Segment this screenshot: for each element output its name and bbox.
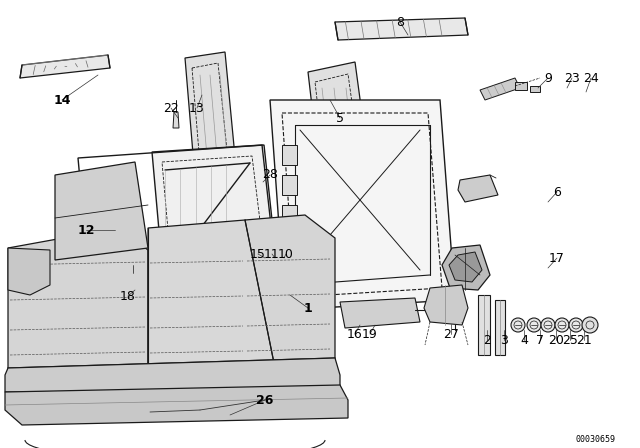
Polygon shape (185, 52, 242, 238)
Bar (478, 295, 490, 355)
Circle shape (253, 260, 263, 270)
Text: 20: 20 (548, 333, 564, 346)
Polygon shape (5, 385, 348, 425)
Text: 10: 10 (278, 247, 294, 260)
Circle shape (353, 305, 363, 315)
Circle shape (511, 318, 525, 332)
Text: 27: 27 (443, 327, 459, 340)
Polygon shape (458, 175, 498, 202)
Text: 15: 15 (250, 247, 266, 260)
Circle shape (582, 317, 598, 333)
Polygon shape (442, 245, 490, 290)
Text: 8: 8 (396, 16, 404, 29)
Text: 25: 25 (562, 333, 578, 346)
Polygon shape (8, 228, 148, 385)
Text: 19: 19 (362, 327, 378, 340)
Polygon shape (270, 100, 455, 310)
Text: 2: 2 (483, 333, 491, 346)
Text: 00030659: 00030659 (576, 435, 616, 444)
Bar (515, 82, 527, 90)
Bar (282, 175, 297, 195)
Polygon shape (152, 145, 278, 298)
Text: 17: 17 (549, 251, 565, 264)
Text: 22: 22 (163, 102, 179, 115)
Text: 4: 4 (520, 333, 528, 346)
Bar (282, 235, 297, 255)
Circle shape (569, 318, 583, 332)
Circle shape (348, 300, 368, 320)
Polygon shape (335, 18, 468, 40)
Text: 1: 1 (303, 302, 312, 314)
Circle shape (128, 273, 138, 283)
Circle shape (541, 318, 555, 332)
Bar (530, 86, 540, 92)
Circle shape (131, 276, 135, 280)
Circle shape (267, 260, 277, 270)
Polygon shape (5, 358, 340, 392)
Polygon shape (340, 298, 420, 328)
Polygon shape (449, 252, 482, 282)
Polygon shape (308, 62, 378, 245)
Text: 24: 24 (583, 72, 599, 85)
Polygon shape (55, 162, 148, 260)
Bar (282, 145, 297, 165)
Polygon shape (480, 78, 520, 100)
Text: 11: 11 (264, 247, 280, 260)
Text: 26: 26 (256, 393, 274, 406)
Circle shape (555, 318, 569, 332)
Circle shape (527, 318, 541, 332)
Text: 12: 12 (77, 224, 95, 237)
Polygon shape (20, 55, 110, 78)
Text: 23: 23 (564, 72, 580, 85)
Text: 18: 18 (120, 289, 136, 302)
Text: 7: 7 (536, 333, 544, 346)
Text: 16: 16 (347, 327, 363, 340)
Text: 28: 28 (262, 168, 278, 181)
Text: 13: 13 (189, 102, 205, 115)
Bar (495, 300, 505, 355)
Circle shape (375, 303, 385, 313)
Text: 21: 21 (576, 333, 592, 346)
Polygon shape (245, 215, 335, 368)
Bar (282, 205, 297, 225)
Text: 9: 9 (544, 72, 552, 85)
Text: 14: 14 (53, 94, 71, 107)
Circle shape (370, 298, 390, 318)
Polygon shape (148, 220, 275, 368)
Polygon shape (424, 285, 468, 325)
Text: 3: 3 (500, 333, 508, 346)
Polygon shape (8, 248, 50, 295)
Circle shape (281, 260, 291, 270)
Text: 6: 6 (553, 185, 561, 198)
Text: 5: 5 (336, 112, 344, 125)
Polygon shape (173, 112, 179, 128)
